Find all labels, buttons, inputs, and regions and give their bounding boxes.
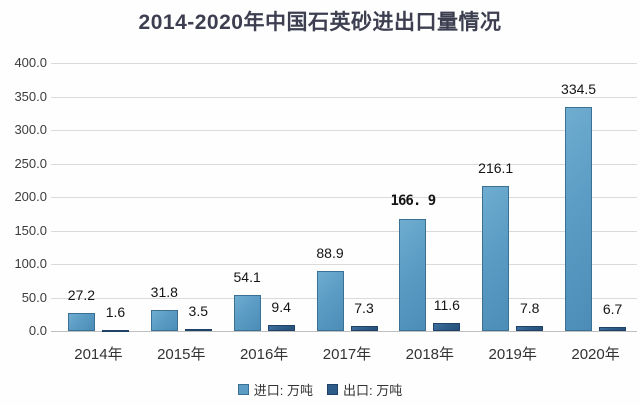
y-tick-label: 150.0 (14, 222, 47, 238)
export-bar (350, 326, 378, 331)
import-bar (233, 295, 261, 331)
x-tick-label: 2015年 (157, 346, 206, 363)
y-tick-label: 0.0 (28, 323, 47, 338)
y-tick-label: 200.0 (14, 189, 47, 204)
bar-value-label: 3.5 (188, 303, 209, 319)
bar-value-label: 1.6 (105, 304, 126, 320)
export-bar (433, 323, 461, 331)
bar-value-label: 7.3 (354, 300, 374, 316)
y-tick-label: 250.0 (14, 155, 47, 171)
import-bar (399, 219, 427, 331)
import-bar (316, 271, 344, 331)
import-bar (150, 310, 178, 331)
legend-label-export: 出口: 万吨 (343, 383, 403, 398)
bar-value-label: 11.6 (433, 297, 460, 313)
gridline (51, 197, 637, 198)
gridline (51, 230, 637, 232)
y-tick-label: 350.0 (14, 88, 47, 104)
bar-value-label: 54.1 (233, 269, 261, 285)
export-bar (599, 327, 627, 331)
export-bar (516, 326, 544, 331)
bar-value-label: 9.4 (271, 299, 291, 315)
export-swatch-icon (327, 384, 338, 395)
export-bar (267, 325, 295, 331)
bar-value-label: 334.5 (561, 81, 597, 97)
gridline (51, 163, 637, 165)
bar-value-label: 88.9 (316, 245, 344, 261)
bar-value-label: 7.8 (519, 300, 540, 316)
import-swatch-icon (237, 384, 249, 395)
import-bar (67, 313, 95, 331)
x-tick-label: 2014年 (74, 346, 123, 363)
legend: 进口: 万吨 出口: 万吨 (0, 380, 640, 399)
legend-item-import: 进口: 万吨 (237, 380, 313, 399)
y-tick-label: 50.0 (21, 289, 47, 305)
export-bar (184, 329, 212, 331)
bar-value-label: 166. 9 (390, 193, 437, 209)
import-bar (565, 107, 593, 331)
bar-value-label: 6.7 (602, 301, 623, 317)
bar-value-label: 31.8 (150, 284, 178, 300)
chart-title: 2014-2020年中国石英砂进出口量情况 (138, 11, 502, 34)
bar-value-label: 27.2 (67, 287, 96, 303)
x-tick-label: 2019年 (488, 346, 537, 363)
import-bar (482, 186, 510, 331)
x-axis-baseline (51, 331, 637, 332)
gridline (51, 297, 637, 299)
legend-item-export: 出口: 万吨 (327, 380, 402, 399)
legend-label-import: 进口: 万吨 (253, 383, 313, 398)
y-tick-label: 400.0 (14, 55, 47, 70)
gridline (51, 130, 637, 131)
y-tick-label: 300.0 (14, 122, 47, 137)
x-tick-label: 2018年 (405, 346, 455, 363)
gridline (51, 63, 637, 64)
gridline (51, 96, 637, 98)
gridline (51, 264, 637, 265)
x-tick-label: 2016年 (239, 346, 289, 363)
x-tick-label: 2020年 (571, 346, 620, 363)
x-tick-label: 2017年 (322, 346, 372, 363)
y-tick-label: 100.0 (14, 256, 47, 271)
bar-value-label: 216.1 (478, 160, 514, 176)
export-bar (101, 330, 129, 332)
